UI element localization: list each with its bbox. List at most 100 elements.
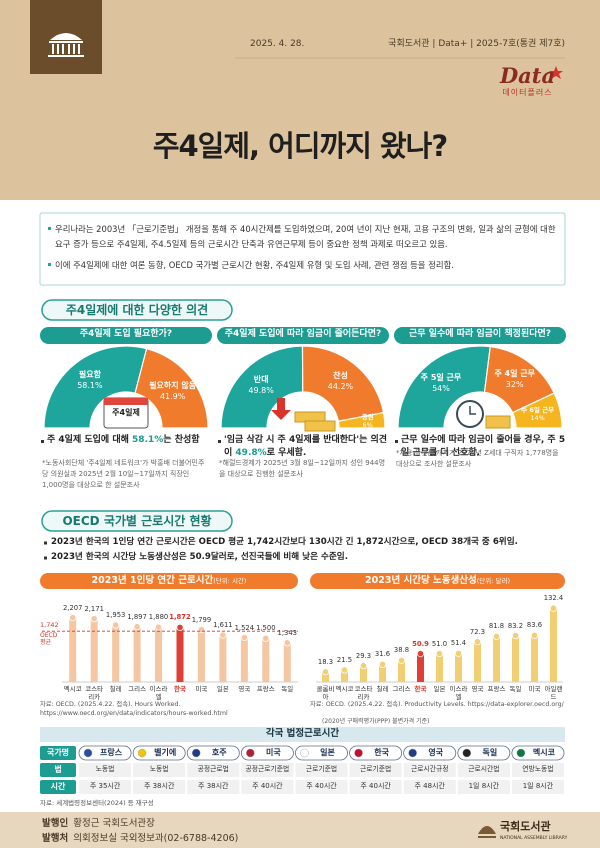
survey-note: *해럴드경제가 2025년 3월 8일~12일까지 성인 944명을 대상으로 … [219, 459, 386, 478]
hours-cell [241, 780, 294, 794]
bar [417, 653, 424, 682]
law: 근로시간법 [468, 765, 500, 773]
survey-note: *노동사회단체 '주4일제 네트워크'가 박홍배 더불어민주당 의원실과 202… [42, 459, 205, 489]
bar [240, 637, 248, 682]
category-label: 칠레 [109, 685, 122, 693]
segment-value: 6% [362, 420, 373, 429]
issue-date: 2025. 4. 28. [250, 39, 305, 49]
summary-part: 로 우세함. [266, 448, 307, 458]
flag [192, 748, 201, 758]
value-label: 1,880 [148, 613, 169, 622]
bar [398, 660, 405, 682]
data-logo: Data [499, 63, 556, 88]
section-pill [41, 299, 233, 321]
bar-cap [321, 668, 330, 676]
law-cell [241, 763, 294, 777]
segment-value: 41.9% [159, 391, 186, 401]
bar [474, 641, 481, 682]
hours-cell [79, 780, 132, 794]
pie-segment [511, 392, 563, 429]
summary: 근무 일수에 따라 임금이 줄어들 경우, 주 5일 근무를 더 선호함. [401, 434, 567, 460]
bar [90, 618, 98, 682]
flag [137, 748, 147, 758]
summary-part: 는 찬성함 [163, 435, 200, 445]
building-icon [48, 33, 84, 57]
bar [112, 625, 120, 682]
law-cell [403, 763, 456, 777]
category-label: 영국 [471, 685, 484, 693]
flag [516, 748, 526, 758]
hours: 주 48시간 [414, 782, 445, 790]
category-label: 미국 [195, 685, 208, 693]
law: 노동법 [149, 765, 169, 773]
category-label: 프랑스 [256, 685, 275, 693]
bullet [48, 263, 51, 266]
value-label: 72.3 [469, 627, 486, 636]
page-title: 주4일제, 어디까지 왔나? [152, 129, 448, 163]
bar-cap [359, 662, 368, 670]
org-name-en: NATIONAL ASSEMBLY LIBRARY [500, 836, 568, 841]
bar-cap [240, 633, 248, 642]
segment-value: 49.8% [248, 386, 274, 396]
footer-label: 발행인 [42, 818, 69, 829]
table-source: 자료: 세계법령정보센터(2024) 등 재구성 [40, 799, 154, 807]
category-label: 멕시코 [335, 685, 354, 693]
segment-value: 58.1% [77, 381, 103, 391]
footer-line: 발행인 황정근 국회도서관장 [42, 818, 442, 830]
segment-value: 32% [505, 380, 524, 390]
value-label: 83.6 [526, 621, 543, 630]
segment-label: 필요함 [78, 370, 101, 380]
bullet [44, 556, 47, 560]
bar [176, 627, 184, 682]
value-label: 1,953 [105, 611, 126, 620]
row-header: 법 [54, 764, 62, 774]
segment-label: 반대 [253, 375, 269, 385]
summary: '임금 삭감 시 주 4일제를 반대한다'는 의견이 49.8%로 우세함. [224, 434, 390, 460]
segment-label: 찬성 [333, 371, 348, 381]
bar-cap [454, 649, 463, 657]
country-cell [132, 745, 186, 761]
chart-title-text: 2023년 1인당 연간 근로시간 [91, 575, 214, 586]
oecd-bullet: 2023년 한국의 1인당 연간 근로시간은 OECD 평균 1,742시간보다… [51, 537, 518, 547]
calendar-top [104, 398, 148, 405]
category-label: 멕시코 [63, 685, 82, 693]
row-header: 국가명 [46, 747, 70, 757]
question-pill [394, 327, 566, 344]
category-label: 독일 [281, 685, 294, 693]
category-label: 아일랜드 [544, 685, 563, 701]
footer-value: 의회정보실 국외정보과(02-6788-4206) [73, 833, 239, 844]
bar-cap [416, 650, 425, 658]
logo-star [549, 66, 563, 79]
country: 멕시코 [532, 747, 555, 757]
country: 호주 [211, 747, 227, 757]
value-label: 29.3 [355, 651, 372, 660]
country-cell [403, 745, 457, 761]
category-label: 이스라엘 [149, 685, 168, 701]
pie-segment [43, 345, 148, 429]
bar [531, 635, 538, 682]
pie-segment [397, 345, 491, 429]
law: 연방노동법 [522, 765, 554, 773]
value-label: 1,799 [191, 615, 212, 624]
bar-cap [90, 615, 98, 623]
bar-cap [378, 660, 387, 668]
intro-text: 우리나라는 2003년 「근로기준법」 개정을 통해 주 40시간제를 도입하였… [55, 224, 556, 249]
bar-cap [262, 634, 270, 642]
bar-cap [492, 632, 501, 641]
value-label: 1,500 [256, 624, 276, 633]
down-arrow [271, 398, 291, 420]
value-label: 51.0 [431, 639, 448, 648]
footer-background [0, 812, 600, 848]
hours-cell [133, 780, 186, 794]
hours-cell [511, 780, 564, 794]
table-title: 각국 법정근로시간 [265, 728, 340, 739]
country: 일본 [320, 747, 335, 757]
chart-source: 자료: OECD. (2025.4.22. 접속). Hours Worked.… [40, 701, 228, 717]
segment-label: 주 6일 근무 [521, 406, 555, 415]
footer-line: 발행처 의회정보실 국외정보과(02-6788-4206) [42, 833, 442, 845]
value-label: 1,897 [127, 612, 147, 621]
segment-label: 필요하지 않음 [149, 380, 197, 390]
bar-cap [176, 623, 184, 632]
hours-cell [403, 780, 456, 794]
